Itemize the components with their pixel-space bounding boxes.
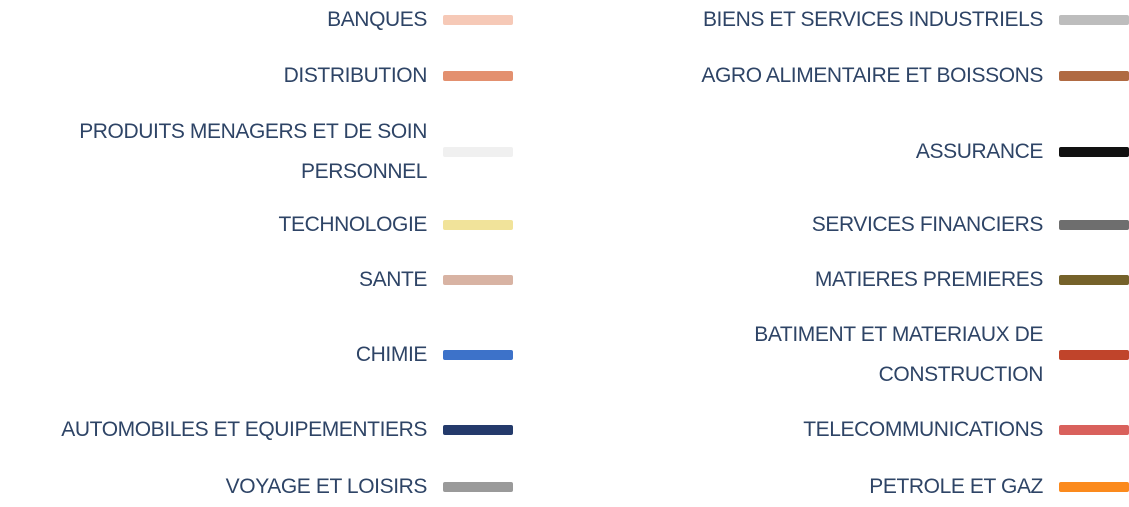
legend-label: PRODUITS MENAGERS ET DE SOIN PERSONNEL <box>79 120 427 183</box>
legend-swatch <box>443 71 513 81</box>
legend-item: AGRO ALIMENTAIRE ET BOISSONS <box>600 56 1129 96</box>
legend-swatch <box>1059 71 1129 81</box>
legend-label: TELECOMMUNICATIONS <box>803 418 1043 441</box>
legend-label: BATIMENT ET MATERIAUX DE CONSTRUCTION <box>754 323 1043 386</box>
legend-item: SANTE <box>0 260 513 300</box>
legend-swatch <box>443 275 513 285</box>
legend-label: BANQUES <box>327 8 427 31</box>
legend-item: TELECOMMUNICATIONS <box>600 410 1129 450</box>
legend-swatch <box>443 482 513 492</box>
legend-swatch <box>443 220 513 230</box>
legend-label: VOYAGE ET LOISIRS <box>225 475 428 498</box>
legend-swatch <box>1059 350 1129 360</box>
legend-swatch <box>1059 275 1129 285</box>
legend-label: MATIERES PREMIERES <box>814 268 1044 291</box>
legend-label: ASSURANCE <box>915 140 1044 163</box>
legend-item: CHIMIE <box>0 335 513 375</box>
legend-label: SERVICES FINANCIERS <box>811 213 1044 236</box>
legend-item: ASSURANCE <box>600 132 1129 172</box>
legend-item: TECHNOLOGIE <box>0 205 513 245</box>
legend-item: PETROLE ET GAZ <box>600 467 1129 507</box>
legend-swatch <box>443 147 513 157</box>
legend-swatch <box>1059 15 1129 25</box>
legend-item: BIENS ET SERVICES INDUSTRIELS <box>600 0 1129 40</box>
legend-column: BANQUES DISTRIBUTION PRODUITS MENAGERS ET … <box>0 0 513 505</box>
legend-item: BATIMENT ET MATERIAUX DE CONSTRUCTION <box>600 315 1129 395</box>
legend-label: AUTOMOBILES ET EQUIPEMENTIERS <box>61 418 427 441</box>
legend-item: AUTOMOBILES ET EQUIPEMENTIERS <box>0 410 513 450</box>
legend-swatch <box>1059 147 1129 157</box>
legend-swatch <box>1059 220 1129 230</box>
legend-swatch <box>1059 482 1129 492</box>
legend-label: DISTRIBUTION <box>283 64 428 87</box>
legend-item: MATIERES PREMIERES <box>600 260 1129 300</box>
legend-label: CHIMIE <box>355 343 428 366</box>
legend-label: BIENS ET SERVICES INDUSTRIELS <box>702 8 1043 31</box>
legend-item: VOYAGE ET LOISIRS <box>0 467 513 507</box>
legend-label: TECHNOLOGIE <box>278 213 428 236</box>
legend-item: SERVICES FINANCIERS <box>600 205 1129 245</box>
legend-swatch <box>1059 425 1129 435</box>
legend-swatch <box>443 350 513 360</box>
legend-label: SANTE <box>358 268 427 291</box>
legend-label: AGRO ALIMENTAIRE ET BOISSONS <box>701 64 1043 87</box>
legend-item: BANQUES <box>0 0 513 40</box>
legend-swatch <box>443 425 513 435</box>
legend-item: PRODUITS MENAGERS ET DE SOIN PERSONNEL <box>0 112 513 192</box>
legend-column: BIENS ET SERVICES INDUSTRIELS AGRO ALIMEN… <box>600 0 1129 505</box>
legend-item: DISTRIBUTION <box>0 56 513 96</box>
legend-swatch <box>443 15 513 25</box>
legend-label: PETROLE ET GAZ <box>869 475 1043 498</box>
